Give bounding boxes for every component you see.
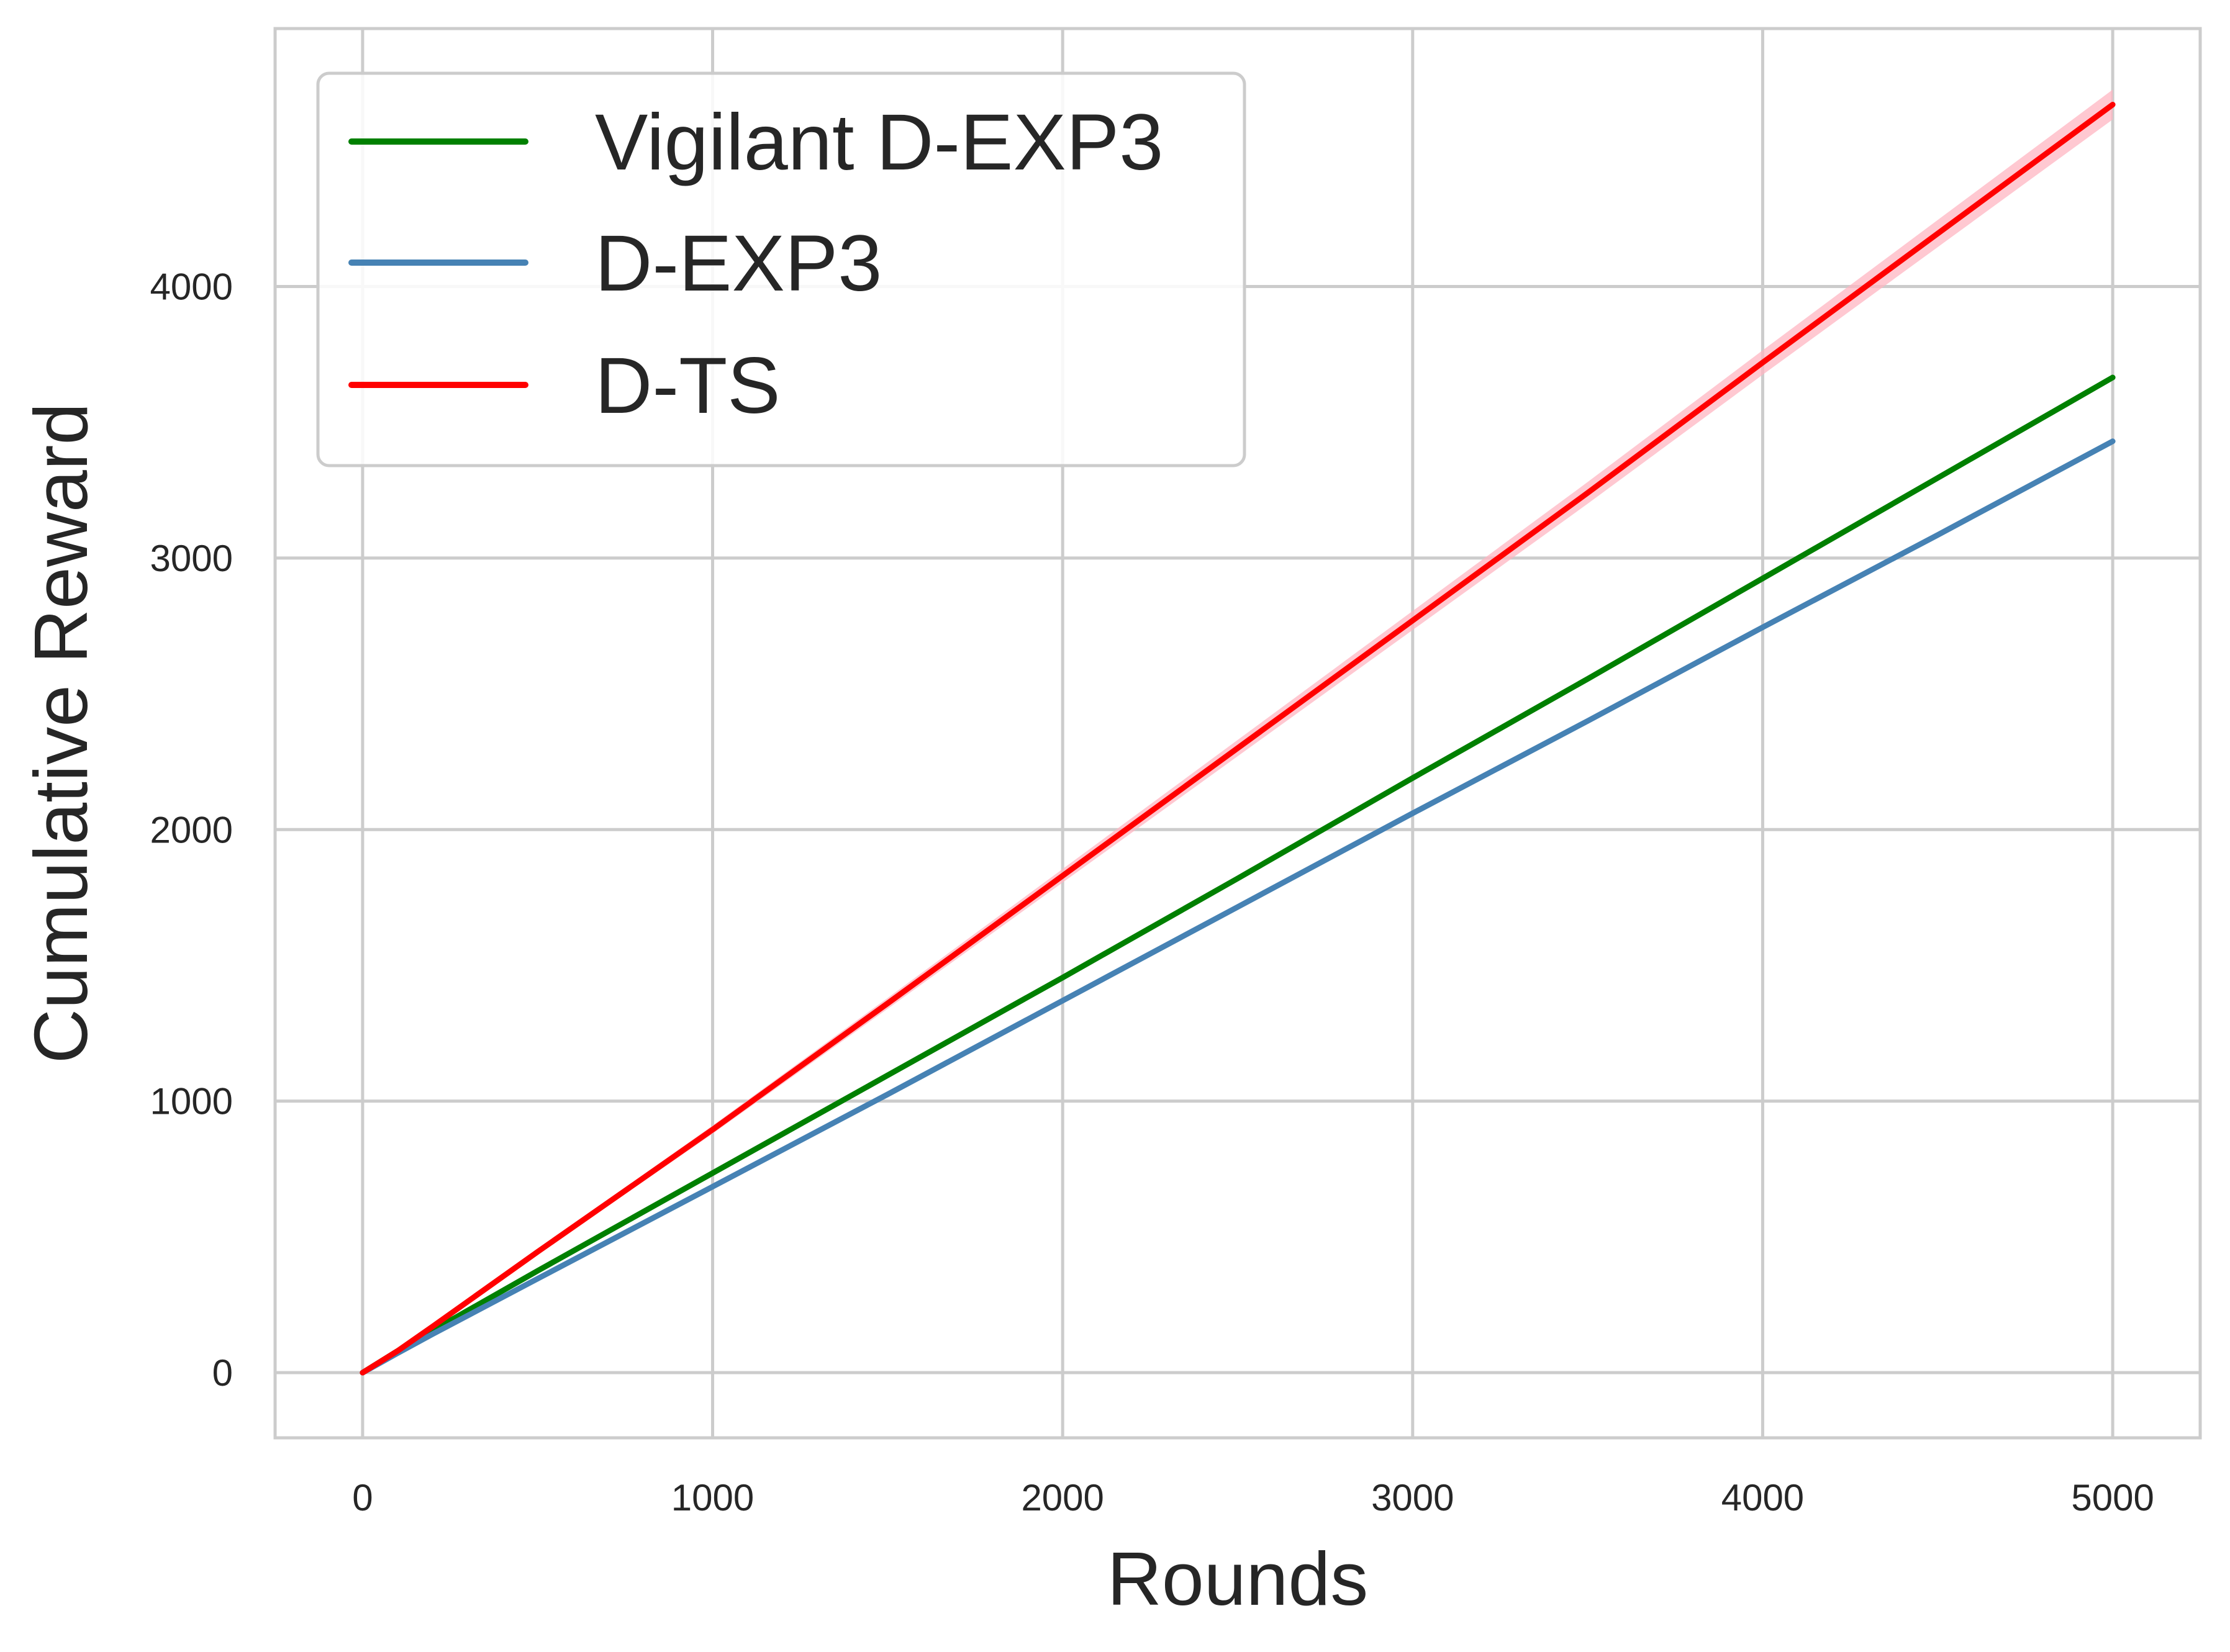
x-axis-title: Rounds	[1107, 1537, 1369, 1621]
y-tick-label: 2000	[150, 809, 233, 851]
legend-label-vigilant-d-exp3: Vigilant D-EXP3	[595, 98, 1163, 187]
series-layer	[360, 89, 2116, 1376]
y-tick-label: 3000	[150, 538, 233, 579]
x-axis-ticks: 0 1000 2000 3000 4000 5000	[352, 1477, 2154, 1519]
legend-box	[316, 71, 1246, 467]
y-axis-title: Cumulative Reward	[19, 403, 103, 1064]
x-tick-label: 3000	[1371, 1477, 1454, 1519]
series-vigilant-d-exp3-line	[360, 374, 2116, 1376]
series-vigilant-d-exp3	[360, 374, 2116, 1376]
series-d-ts-line	[360, 101, 2116, 1376]
x-tick-label: 2000	[1021, 1477, 1104, 1519]
x-tick-label: 1000	[671, 1477, 754, 1519]
y-tick-label: 4000	[150, 266, 233, 308]
series-d-exp3-line	[360, 438, 2116, 1376]
series-d-ts	[360, 89, 2116, 1376]
x-tick-label: 5000	[2071, 1477, 2154, 1519]
x-tick-label: 4000	[1721, 1477, 1804, 1519]
legend-item-d-exp3: D-EXP3	[348, 219, 882, 308]
series-d-exp3	[360, 438, 2116, 1376]
y-tick-label: 1000	[150, 1081, 233, 1122]
legend: Vigilant D-EXP3 D-EXP3 D-TS	[316, 71, 1246, 467]
y-tick-label: 0	[212, 1352, 233, 1394]
legend-item-d-ts: D-TS	[348, 341, 781, 430]
y-axis-ticks: 0 1000 2000 3000 4000	[150, 266, 233, 1394]
plot-frame	[273, 27, 2202, 1440]
legend-label-d-exp3: D-EXP3	[595, 219, 882, 308]
legend-items: Vigilant D-EXP3 D-EXP3 D-TS	[348, 98, 1163, 430]
legend-item-vigilant-d-exp3: Vigilant D-EXP3	[348, 98, 1163, 187]
x-tick-label: 0	[352, 1477, 373, 1519]
legend-label-d-ts: D-TS	[595, 341, 781, 430]
